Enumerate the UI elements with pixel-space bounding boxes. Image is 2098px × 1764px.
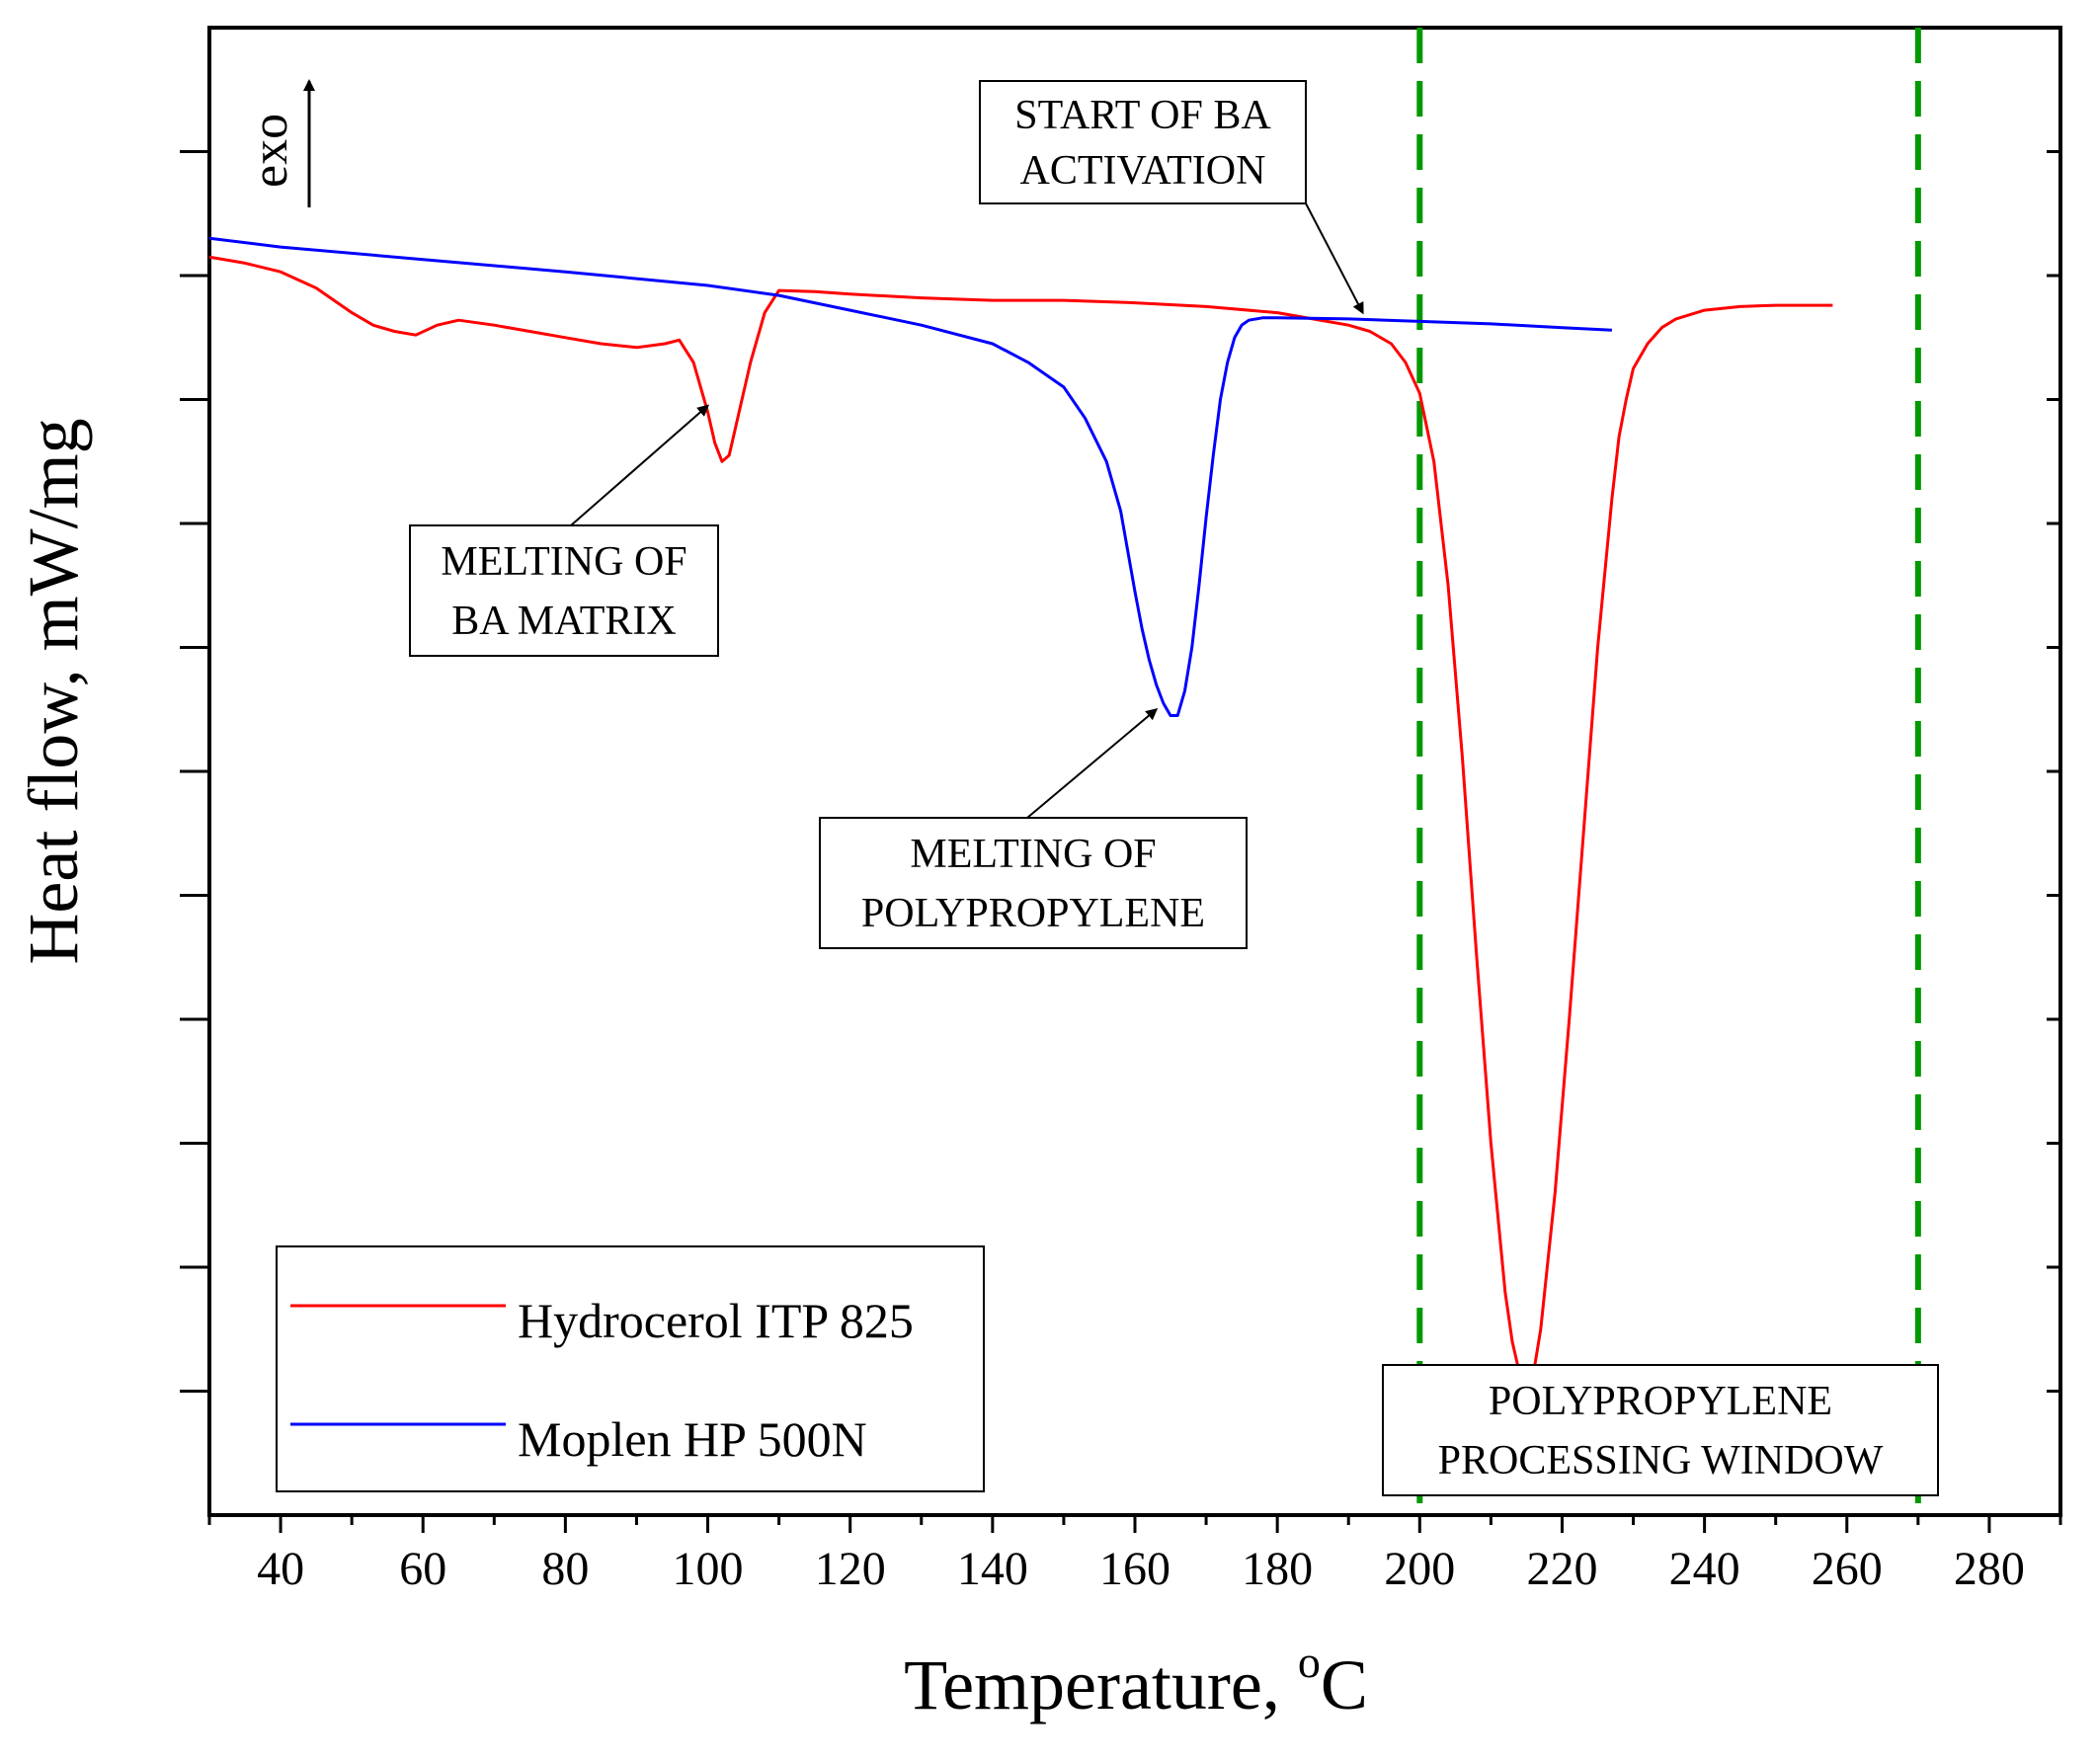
x-tick-label: 220	[1526, 1543, 1597, 1595]
legend: Hydrocerol ITP 825 Moplen HP 500N	[276, 1245, 985, 1492]
x-tick-label: 120	[815, 1543, 886, 1595]
series-line-moplen	[209, 236, 1612, 717]
svg-text:ACTIVATION: ACTIVATION	[1020, 148, 1266, 194]
annotation-polypropylene-melting: MELTING OF POLYPROPYLENE	[819, 817, 1248, 949]
data-series	[209, 236, 1833, 1387]
legend-label-hydrocerol: Hydrocerol ITP 825	[518, 1293, 914, 1348]
x-tick-label: 180	[1242, 1543, 1313, 1595]
svg-text:MELTING OF: MELTING OF	[441, 539, 686, 585]
svg-text:POLYPROPYLENE: POLYPROPYLENE	[861, 891, 1205, 936]
axis-ticks	[180, 150, 2062, 1533]
x-tick-label: 260	[1812, 1543, 1883, 1595]
x-tick-label: 80	[541, 1543, 589, 1595]
svg-text:MELTING OF: MELTING OF	[910, 832, 1156, 877]
x-tick-label: 40	[257, 1543, 304, 1595]
svg-text:POLYPROPYLENE: POLYPROPYLENE	[1489, 1379, 1832, 1424]
x-tick-label: 140	[957, 1543, 1028, 1595]
x-tick-label: 60	[399, 1543, 446, 1595]
annotation-processing-window: POLYPROPYLENE PROCESSING WINDOW	[1382, 1364, 1939, 1496]
x-tick-label: 240	[1669, 1543, 1740, 1595]
processing-window-lines	[1416, 28, 1921, 1515]
annotation-arrow	[570, 404, 710, 526]
svg-text:BA MATRIX: BA MATRIX	[451, 599, 677, 644]
annotation-arrow	[1026, 707, 1159, 819]
legend-label-moplen: Moplen HP 500N	[518, 1411, 867, 1467]
annotation-ba-matrix: MELTING OF BA MATRIX	[409, 524, 719, 657]
x-tick-label: 160	[1099, 1543, 1170, 1595]
annotation-arrow	[1305, 202, 1364, 315]
x-tick-label: 200	[1384, 1543, 1455, 1595]
annotation-ba-activation: START OF BA ACTIVATION	[979, 80, 1307, 204]
annotation-arrows	[570, 202, 1364, 819]
series-line-hydrocerol	[209, 255, 1833, 1387]
exo-label: exo	[242, 114, 298, 188]
x-tick-label: 280	[1954, 1543, 2025, 1595]
y-axis-title: Heat flow, mW/mg	[14, 418, 93, 964]
x-tick-labels: 40 60 80 100 120 140 160 180 200 220 240 260 280	[257, 1543, 2025, 1595]
x-axis-title: Temperature, oC	[904, 1637, 1368, 1724]
x-tick-label: 100	[673, 1543, 744, 1595]
svg-text:PROCESSING WINDOW: PROCESSING WINDOW	[1438, 1438, 1884, 1483]
svg-text:START OF BA: START OF BA	[1014, 93, 1271, 138]
